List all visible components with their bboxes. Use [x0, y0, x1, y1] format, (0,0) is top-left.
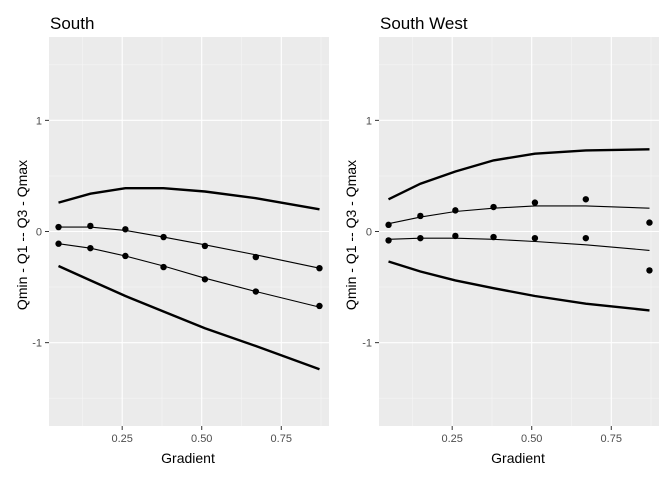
- y-tick-label: 1: [366, 115, 372, 127]
- data-point-q1: [582, 234, 590, 242]
- data-point-q1: [87, 244, 94, 252]
- data-point-q1: [316, 302, 323, 310]
- data-point-q3: [201, 242, 209, 250]
- series-line-qmin: [58, 264, 320, 371]
- data-point-q3: [160, 233, 167, 241]
- data-point-q3: [417, 212, 424, 220]
- y-tick-label: -1: [32, 338, 42, 350]
- data-point-q1: [417, 234, 424, 242]
- panel-south: South Qmin - Q1 -- Q3 - Qmax Gradient 0.…: [14, 14, 329, 466]
- x-tick-label: 0.75: [271, 433, 292, 445]
- data-point-q1: [452, 232, 459, 240]
- data-point-q3: [55, 223, 62, 231]
- data-point-q1: [646, 267, 653, 274]
- y-tick-label: 1: [36, 115, 42, 127]
- data-point-q1: [122, 252, 129, 260]
- series-line-qmax: [58, 186, 320, 211]
- x-tick-label: 0.75: [601, 433, 622, 445]
- x-axis-title-south-west: Gradient: [491, 450, 545, 466]
- data-point-q3: [122, 226, 129, 233]
- data-point-q3: [316, 264, 323, 272]
- data-point-q1: [385, 237, 392, 244]
- x-tick-label: 0.25: [111, 433, 132, 445]
- data-point-q1: [252, 288, 260, 295]
- data-point-q3: [452, 207, 459, 214]
- series-line-qmin: [388, 260, 650, 312]
- data-point-q3: [582, 196, 590, 203]
- y-tick-label: 0: [36, 227, 42, 239]
- panel-title-south-west: South West: [380, 14, 468, 33]
- data-point-q1: [55, 240, 62, 247]
- data-point-q3: [531, 199, 539, 206]
- plot-area-south: 0.25 0.50 0.75 -1 0 1: [32, 37, 329, 445]
- data-point-q3: [646, 219, 653, 226]
- y-axis-title-south-west: Qmin - Q1 -- Q3 - Qmax: [343, 160, 359, 310]
- x-tick-label: 0.50: [191, 433, 212, 445]
- x-axis-title-south: Gradient: [161, 450, 215, 466]
- x-tick-label: 0.25: [441, 433, 462, 445]
- data-point-q3: [490, 203, 497, 211]
- x-tick-label: 0.50: [521, 433, 542, 445]
- data-point-q1: [490, 233, 497, 241]
- data-point-q1: [531, 234, 539, 242]
- series-line-qmax: [387, 148, 650, 201]
- y-tick-label: 0: [366, 227, 372, 239]
- y-tick-label: -1: [362, 338, 372, 350]
- panel-title-south: South: [50, 14, 94, 33]
- data-point-q1: [201, 276, 209, 283]
- plot-area-south-west: 0.25 0.50 0.75 -1 0 1: [362, 37, 659, 445]
- data-point-q1: [160, 263, 167, 271]
- data-point-q3: [252, 253, 260, 261]
- data-point-q3: [87, 222, 94, 230]
- y-axis-title-south: Qmin - Q1 -- Q3 - Qmax: [14, 160, 30, 310]
- data-point-q3: [385, 221, 392, 229]
- panel-south-west: South West Qmin - Q1 -- Q3 - Qmax Gradie…: [343, 14, 659, 466]
